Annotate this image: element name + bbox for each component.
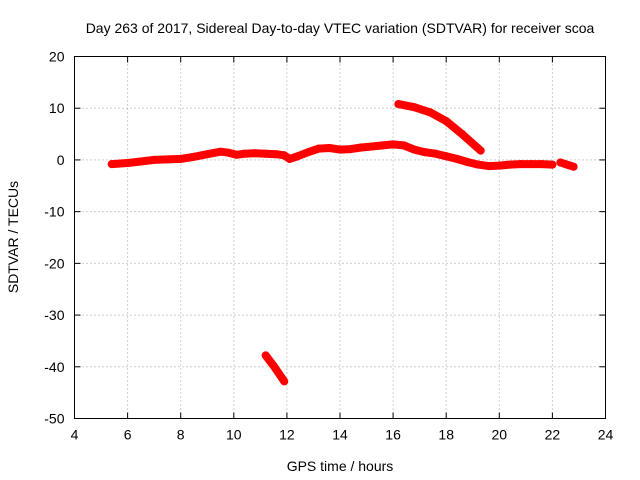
data-point <box>556 158 565 167</box>
data-point <box>293 152 302 161</box>
x-tick-label: 6 <box>124 427 132 443</box>
data-point <box>505 160 514 169</box>
axis-ticks: 4 6 8 10 12 14 16 18 20 22 24 -50 -40 -30 -20 -10 0 10 20 <box>44 49 613 443</box>
data-point <box>399 141 408 150</box>
data-point <box>527 160 536 169</box>
data-point <box>421 148 429 157</box>
data-point <box>261 149 270 158</box>
data-point <box>150 155 159 164</box>
data-point <box>426 108 435 117</box>
y-tick-label: -30 <box>44 307 64 323</box>
data-point <box>463 158 472 166</box>
data-point <box>484 162 493 171</box>
data-point <box>357 143 366 152</box>
data-point <box>232 150 241 159</box>
data-point <box>476 146 485 155</box>
data-point <box>458 130 467 139</box>
y-tick-label: 0 <box>57 152 65 168</box>
data-point <box>410 103 419 112</box>
data-point <box>216 147 225 156</box>
x-tick-label: 18 <box>438 427 454 443</box>
series-group <box>107 100 578 386</box>
data-point <box>537 160 546 169</box>
x-tick-label: 8 <box>177 427 185 443</box>
data-point <box>136 157 145 166</box>
data-point <box>474 160 483 169</box>
data-point <box>367 142 376 151</box>
data-point <box>269 361 278 370</box>
data-point <box>410 145 419 154</box>
data-point <box>336 145 344 154</box>
data-point <box>251 149 259 158</box>
x-tick-label: 12 <box>279 427 295 443</box>
data-point <box>314 144 323 153</box>
x-tick-label: 22 <box>545 427 561 443</box>
data-point <box>442 117 451 126</box>
data-point <box>442 152 451 161</box>
data-point <box>495 161 504 170</box>
y-tick-label: 20 <box>49 49 65 65</box>
data-point <box>394 100 403 109</box>
series-line-3 <box>394 100 485 155</box>
data-point <box>516 160 525 169</box>
data-point <box>107 160 116 169</box>
data-point <box>203 150 212 159</box>
data-point <box>325 144 334 152</box>
data-point <box>431 149 440 158</box>
y-axis-title: SDTVAR / TECUs <box>5 181 21 293</box>
data-point <box>285 154 294 163</box>
y-tick-label: -40 <box>44 359 64 375</box>
data-point <box>176 154 185 163</box>
x-tick-label: 16 <box>385 427 401 443</box>
data-point <box>548 160 557 169</box>
chart-title: Day 263 of 2017, Sidereal Day-to-day VTE… <box>86 20 595 36</box>
y-tick-label: -10 <box>44 204 64 220</box>
grid <box>74 56 606 419</box>
data-point <box>378 141 387 150</box>
data-point <box>190 152 198 161</box>
data-point <box>163 155 172 164</box>
data-point <box>261 351 270 360</box>
data-point <box>272 150 281 159</box>
x-tick-label: 20 <box>492 427 508 443</box>
data-point <box>224 148 233 157</box>
data-point <box>569 162 578 171</box>
x-tick-label: 24 <box>598 427 614 443</box>
x-tick-label: 10 <box>226 427 242 443</box>
data-point <box>346 145 355 154</box>
data-point <box>240 149 249 158</box>
data-point <box>452 154 461 163</box>
y-tick-label: -50 <box>44 411 64 427</box>
data-point <box>304 148 313 157</box>
y-tick-label: -20 <box>44 255 64 271</box>
x-tick-label: 4 <box>71 427 79 443</box>
data-point <box>389 140 398 149</box>
x-tick-label: 14 <box>332 427 348 443</box>
x-axis-title: GPS time / hours <box>287 458 394 474</box>
data-point <box>123 159 132 167</box>
y-tick-label: 10 <box>49 100 65 116</box>
data-point <box>280 377 289 386</box>
